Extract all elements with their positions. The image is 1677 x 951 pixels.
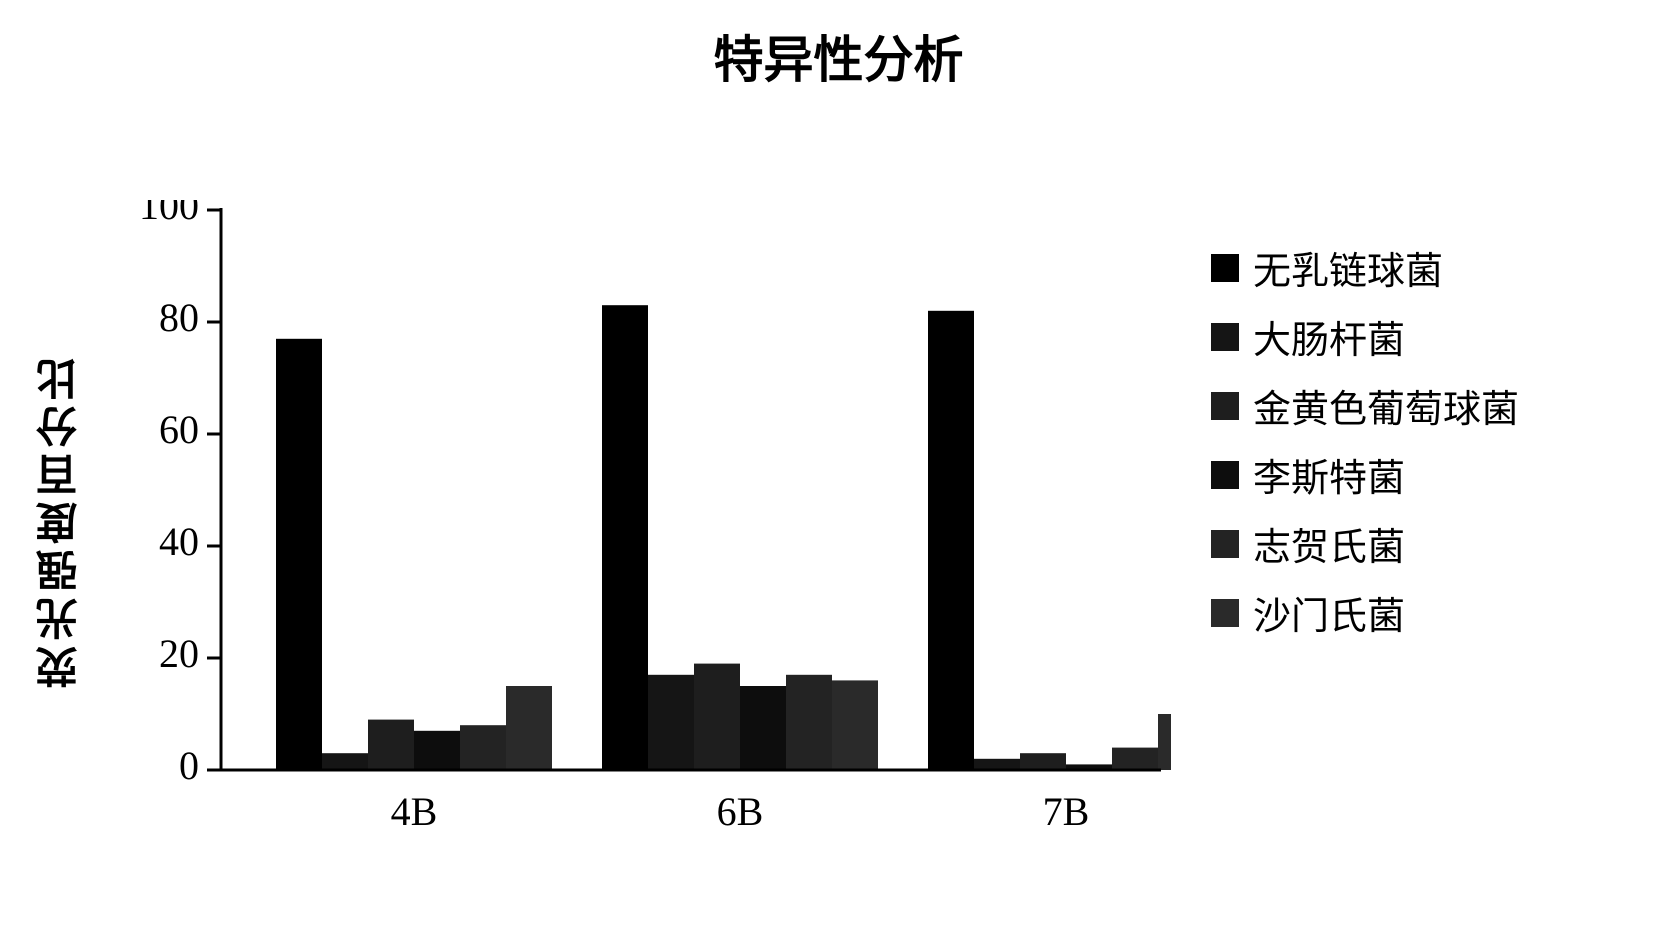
bar (648, 675, 694, 770)
legend: 无乳链球菌大肠杆菌金黄色葡萄球菌李斯特菌志贺氏菌沙门氏菌 (1211, 240, 1519, 654)
x-tick-label: 4B (354, 788, 474, 835)
bar (786, 675, 832, 770)
legend-label: 沙门氏菌 (1253, 585, 1405, 640)
bar (928, 311, 974, 770)
x-tick-label: 7B (1006, 788, 1126, 835)
legend-item: 沙门氏菌 (1211, 585, 1519, 640)
chart-title: 特异性分析 (0, 20, 1677, 92)
chart-area: 荧光强度百分比 0 20 40 60 80 100 4B 6B 7B 无乳链球菌大肠杆菌金黄色… (30, 200, 1519, 840)
x-tick-label: 6B (680, 788, 800, 835)
legend-item: 志贺氏菌 (1211, 516, 1519, 571)
legend-item: 无乳链球菌 (1211, 240, 1519, 295)
bar-chart-svg: 0 20 40 60 80 100 (101, 200, 1171, 780)
y-axis-label: 荧光强度百分比 (30, 352, 91, 688)
legend-label: 无乳链球菌 (1253, 240, 1443, 295)
legend-label: 李斯特菌 (1253, 447, 1405, 502)
bar (506, 686, 552, 770)
y-tick-label: 80 (159, 295, 199, 340)
bar (740, 686, 786, 770)
legend-swatch (1211, 599, 1239, 627)
x-axis-labels: 4B 6B 7B (101, 780, 1171, 840)
legend-label: 大肠杆菌 (1253, 309, 1405, 364)
bar (322, 753, 368, 770)
bar (602, 305, 648, 770)
legend-swatch (1211, 323, 1239, 351)
y-tick-label: 60 (159, 407, 199, 452)
y-tick-label: 20 (159, 631, 199, 676)
bar (1158, 714, 1171, 770)
y-tick-label: 0 (179, 743, 199, 780)
bar (276, 339, 322, 770)
legend-swatch (1211, 530, 1239, 558)
legend-label: 志贺氏菌 (1253, 516, 1405, 571)
legend-label: 金黄色葡萄球菌 (1253, 378, 1519, 433)
legend-item: 金黄色葡萄球菌 (1211, 378, 1519, 433)
legend-item: 大肠杆菌 (1211, 309, 1519, 364)
page: 特异性分析 荧光强度百分比 0 20 40 60 80 100 4B 6B 7B 无乳链球菌大… (0, 0, 1677, 951)
bar (368, 720, 414, 770)
legend-swatch (1211, 254, 1239, 282)
bar (414, 731, 460, 770)
y-tick-label: 100 (139, 200, 199, 228)
legend-item: 李斯特菌 (1211, 447, 1519, 502)
legend-swatch (1211, 392, 1239, 420)
plot-column: 0 20 40 60 80 100 4B 6B 7B (101, 200, 1171, 840)
bar (694, 664, 740, 770)
bar (974, 759, 1020, 770)
bar (1020, 753, 1066, 770)
bar (1112, 748, 1158, 770)
bar (832, 680, 878, 770)
legend-swatch (1211, 461, 1239, 489)
y-tick-label: 40 (159, 519, 199, 564)
bar (460, 725, 506, 770)
